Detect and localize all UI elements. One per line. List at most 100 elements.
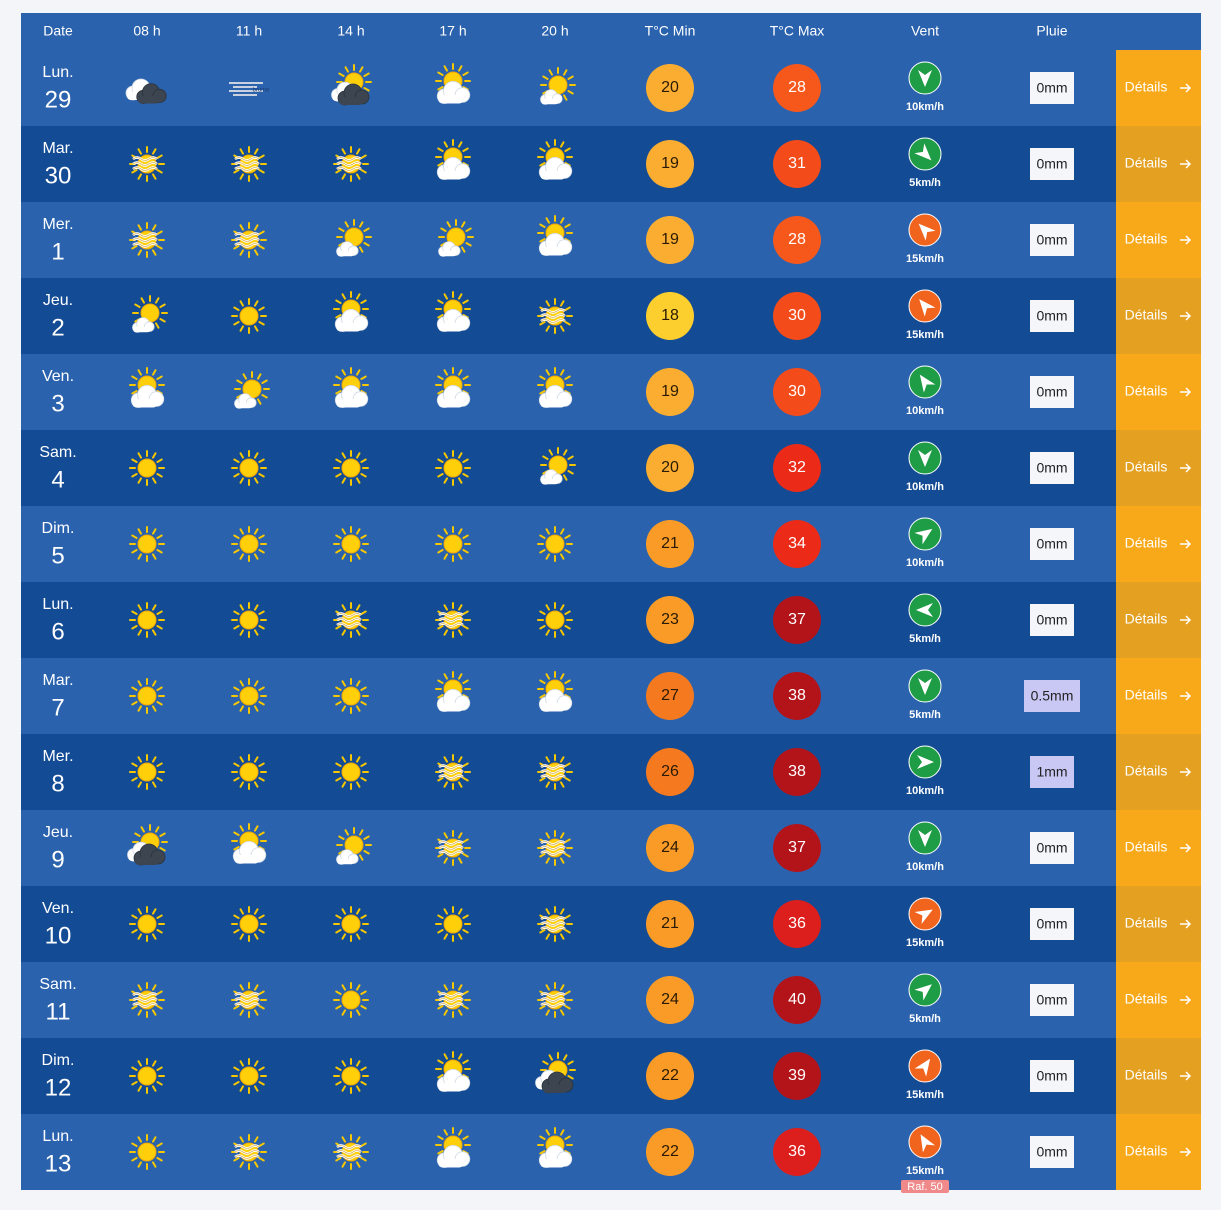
details-link[interactable]: Détails: [1125, 383, 1168, 399]
cloud-part: [336, 399, 362, 408]
sun-ray: [341, 604, 346, 611]
cloud: [130, 384, 165, 408]
details-arrow: [1180, 159, 1192, 169]
sun-ray: [137, 1161, 142, 1168]
sun-ray: [254, 300, 259, 307]
sun-ray: [258, 701, 265, 706]
haze-line: [234, 233, 260, 237]
details-link[interactable]: Détails: [1125, 839, 1168, 855]
details-link[interactable]: Détails: [1125, 1143, 1168, 1159]
day-number: 2: [51, 314, 64, 341]
details-link[interactable]: Détails: [1125, 307, 1168, 323]
details-link[interactable]: Détails: [1125, 611, 1168, 627]
weather-icon: [435, 367, 471, 408]
weather-icon: [127, 824, 168, 866]
cloud: [133, 843, 166, 866]
sun-ray: [335, 458, 342, 463]
sun-ray: [152, 452, 157, 459]
sun-ray: [437, 458, 444, 463]
sun-ray: [462, 625, 469, 630]
day-name: Dim.: [42, 520, 75, 537]
sun-ray: [443, 293, 448, 300]
sun-ray: [156, 686, 163, 691]
cloud-part: [438, 95, 464, 104]
sun-ray: [258, 306, 265, 311]
temp-max-badge: [773, 976, 821, 1024]
details-link[interactable]: Détails: [1125, 459, 1168, 475]
details-link[interactable]: Détails: [1125, 687, 1168, 703]
sun-ray: [462, 458, 469, 463]
wind-speed: 5km/h: [909, 1013, 941, 1025]
rain-box: [1030, 224, 1074, 256]
haze-line: [132, 238, 158, 242]
sun: [341, 686, 361, 706]
details-link[interactable]: Détails: [1125, 231, 1168, 247]
details-link[interactable]: Détails: [1125, 535, 1168, 551]
sun-ray: [462, 299, 469, 304]
haze-line: [336, 613, 362, 617]
weather-icon: [435, 906, 471, 942]
sun-ray: [137, 224, 142, 231]
sun-ray: [462, 147, 469, 152]
sun-ray: [539, 694, 546, 699]
sun: [137, 534, 157, 554]
weather-icon: [435, 602, 471, 638]
sun-ray: [152, 148, 157, 155]
details-link[interactable]: Détails: [1125, 1067, 1168, 1083]
sun-ray: [539, 147, 546, 152]
details-link[interactable]: Détails: [1125, 991, 1168, 1007]
sun-ray: [458, 984, 463, 991]
wind-speed: 10km/h: [906, 861, 944, 873]
sun-ray: [341, 781, 346, 788]
sun-ray: [560, 553, 565, 560]
haze-line: [132, 998, 158, 1002]
cloud: [436, 1069, 471, 1092]
sun-ray: [152, 908, 157, 915]
wind-arrow: [920, 1134, 936, 1153]
sun-ray: [560, 528, 565, 535]
rain-box: [1030, 376, 1074, 408]
haze-line: [132, 167, 158, 171]
details-link[interactable]: Détails: [1125, 155, 1168, 171]
cloud-part: [438, 323, 464, 332]
sun-ray: [545, 781, 550, 788]
sun-ray: [239, 148, 244, 155]
sun-ray: [360, 169, 367, 174]
haze-line: [132, 157, 158, 161]
sun-ray: [437, 1005, 444, 1010]
sun-ray: [239, 1060, 244, 1067]
temp-min: 20: [661, 459, 679, 476]
sun-ray: [152, 629, 157, 636]
sun: [239, 458, 259, 478]
sun-ray: [458, 781, 463, 788]
sun-ray: [156, 230, 163, 235]
haze-line: [540, 846, 566, 850]
sun-ray: [443, 1009, 448, 1016]
sun-ray: [567, 455, 574, 460]
sun-ray: [443, 781, 448, 788]
details-link[interactable]: Détails: [1125, 763, 1168, 779]
weather-icon: [231, 982, 267, 1018]
sun-ray: [131, 473, 138, 478]
sun-ray: [258, 321, 265, 326]
sun-ray: [360, 1142, 367, 1147]
sun-ray: [137, 908, 142, 915]
haze-line: [438, 613, 464, 617]
sun-ray: [335, 390, 342, 395]
cloud-part: [439, 250, 456, 257]
sun-ray: [360, 625, 367, 630]
details-link[interactable]: Détails: [1125, 915, 1168, 931]
sun-ray: [437, 86, 444, 91]
sun-ray: [560, 673, 565, 680]
day-name: Mer.: [42, 216, 73, 233]
sun-ray: [338, 72, 345, 77]
rain: 0mm: [1036, 536, 1067, 552]
details-link[interactable]: Détails: [1125, 79, 1168, 95]
sun-ray: [437, 853, 444, 858]
sun: [341, 534, 361, 554]
sun-ray: [564, 914, 571, 919]
sun-ray: [254, 984, 259, 991]
weather-icon: [129, 754, 165, 790]
sun-ray: [242, 373, 247, 380]
weather-icon: [540, 67, 576, 105]
